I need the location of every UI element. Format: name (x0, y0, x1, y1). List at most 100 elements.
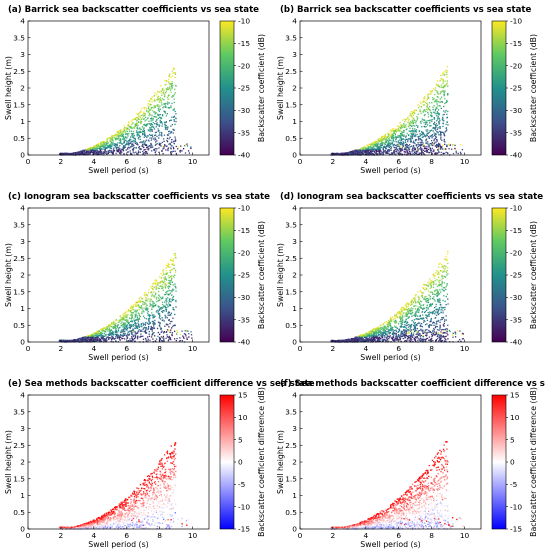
data-point (398, 151, 400, 153)
data-point (387, 139, 389, 142)
data-point (143, 140, 145, 142)
data-point (151, 327, 153, 329)
data-point (147, 327, 149, 330)
data-point (443, 148, 446, 150)
data-point (99, 150, 101, 153)
data-point (380, 142, 382, 145)
data-point (144, 330, 147, 333)
data-point (408, 324, 410, 326)
data-point (431, 153, 433, 155)
data-point (417, 149, 419, 151)
data-point (364, 146, 366, 148)
data-point (135, 325, 137, 327)
data-point (416, 117, 419, 119)
data-point (167, 134, 169, 137)
data-point (159, 327, 162, 329)
data-point (446, 76, 448, 78)
data-point (124, 144, 127, 146)
colorbar-tick-label: -10 (238, 204, 250, 213)
data-point (146, 322, 148, 324)
data-point (439, 130, 441, 133)
data-point (412, 144, 415, 147)
data-point (168, 75, 170, 78)
data-point (395, 145, 398, 147)
data-point (136, 135, 138, 137)
data-point (136, 133, 138, 136)
data-point (372, 149, 375, 151)
data-point (161, 94, 163, 96)
data-point (404, 151, 406, 153)
data-point (412, 140, 415, 142)
data-point (124, 316, 127, 318)
data-point (385, 146, 387, 148)
data-point (161, 133, 163, 135)
data-point (127, 320, 129, 323)
data-point (428, 120, 430, 122)
data-point (424, 296, 426, 298)
data-point (393, 132, 395, 135)
data-point (128, 142, 130, 144)
data-point (436, 143, 438, 146)
data-point (146, 312, 149, 314)
data-point (109, 146, 111, 148)
data-point (106, 143, 108, 145)
data-point (390, 134, 392, 137)
y-tick-label: 1.5 (13, 287, 25, 296)
data-point (386, 141, 388, 143)
data-point (447, 152, 449, 155)
data-point (89, 150, 91, 153)
data-point (129, 142, 131, 144)
data-point (165, 106, 167, 108)
data-point (434, 93, 436, 96)
data-point (430, 135, 432, 138)
data-point (155, 279, 158, 281)
data-point (149, 109, 152, 111)
data-point (154, 139, 156, 141)
data-point (366, 144, 368, 147)
data-point (145, 303, 147, 305)
data-point (142, 128, 145, 130)
data-point (416, 143, 418, 146)
data-point (442, 144, 444, 146)
data-point (170, 312, 173, 314)
data-point (122, 150, 125, 152)
data-point (149, 104, 151, 106)
data-point (160, 116, 162, 119)
data-point (104, 331, 106, 333)
data-point (110, 146, 113, 148)
data-point (124, 334, 126, 336)
data-point (130, 120, 133, 122)
data-point (141, 326, 143, 328)
data-point (404, 146, 407, 148)
data-point (443, 135, 446, 137)
data-point (164, 106, 167, 108)
data-point (108, 145, 110, 148)
data-point (109, 329, 111, 332)
data-point (107, 151, 110, 154)
data-point (158, 116, 161, 119)
data-point (403, 123, 405, 126)
data-point (147, 149, 150, 151)
data-point (399, 139, 401, 141)
data-point (421, 118, 423, 120)
data-point (168, 98, 170, 100)
data-point (69, 340, 71, 343)
data-point (128, 334, 130, 336)
data-point (144, 113, 147, 115)
data-point (156, 113, 159, 115)
data-point (96, 143, 98, 146)
data-point (111, 152, 114, 155)
data-point (143, 118, 145, 120)
data-point (384, 143, 386, 145)
data-point (389, 145, 391, 147)
data-point (125, 319, 127, 321)
data-point (91, 152, 94, 154)
data-point (149, 339, 151, 342)
data-point (101, 145, 104, 147)
data-point (400, 134, 402, 137)
data-point (442, 123, 445, 125)
data-point (412, 141, 414, 144)
data-point (369, 333, 372, 335)
data-point (132, 147, 134, 150)
data-point (170, 106, 172, 109)
